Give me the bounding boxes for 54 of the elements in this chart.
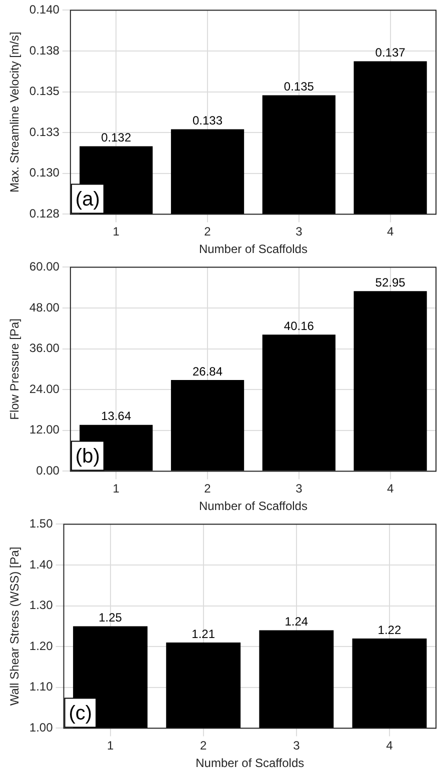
data-label: 13.64 [101,409,132,424]
y-tick-label: 36.00 [29,341,60,356]
annotation: (b) [75,446,100,468]
x-tick-label: 1 [112,224,120,239]
y-tick-label: 0.140 [29,2,60,17]
x-tick-label: 3 [293,738,300,753]
data-label: 0.135 [284,80,314,94]
y-tick-label: 0.130 [29,166,60,180]
y-tick-label: 24.00 [29,382,60,396]
data-label: 0.133 [192,114,223,128]
data-label: 40.16 [284,318,314,333]
y-tick-label: 1.00 [29,720,54,735]
x-tick-label: 3 [296,482,303,496]
data-label: 1.24 [284,614,308,629]
y-axis-title: Flow Pressure [Pa] [8,318,22,420]
y-tick-label: 60.00 [29,260,60,274]
data-label: 26.84 [192,364,223,378]
x-axis-title: Number of Scaffolds [198,242,308,256]
x-tick-label: 4 [386,482,394,496]
y-tick-label: 0.133 [29,124,60,139]
y-tick-label: 12.00 [29,422,60,437]
x-tick-label: 4 [386,738,394,753]
y-tick-label: 1.40 [29,557,54,572]
x-tick-label: 1 [112,482,120,496]
x-tick-label: 2 [204,224,212,239]
data-label: 0.137 [375,46,406,60]
x-axis-title: Number of Scaffolds [198,499,308,514]
y-tick-label: 0.128 [29,206,60,221]
annotation: (c) [68,702,92,725]
data-label: 0.132 [101,130,132,145]
x-tick-label: 1 [106,738,114,753]
x-tick-label: 4 [386,224,394,239]
y-tick-label: 0.135 [29,84,60,98]
y-tick-label: 1.30 [29,598,54,612]
annotation: (a) [75,188,100,211]
bar [262,334,336,471]
y-tick-label: 1.50 [29,516,54,531]
x-tick-label: 2 [200,738,208,753]
bar [170,380,244,471]
x-axis-title: Number of Scaffolds [196,756,304,770]
y-tick-label: 0.00 [36,464,60,478]
x-tick-label: 2 [204,482,212,496]
y-axis-title: Max. Streamline Velocity [m/s] [8,32,22,193]
data-label: 1.22 [378,622,402,637]
y-axis-title: Wall Shear Stress (WSS) [Pa] [8,546,22,706]
bar [354,291,427,471]
y-tick-label: 1.10 [29,680,54,694]
y-tick-label: 0.138 [29,43,60,58]
x-tick-label: 3 [296,224,303,239]
y-tick-label: 1.20 [29,638,54,653]
y-tick-label: 48.00 [29,300,60,314]
data-label: 1.25 [98,610,122,625]
data-label: 1.21 [192,626,216,641]
data-label: 52.95 [375,275,406,290]
